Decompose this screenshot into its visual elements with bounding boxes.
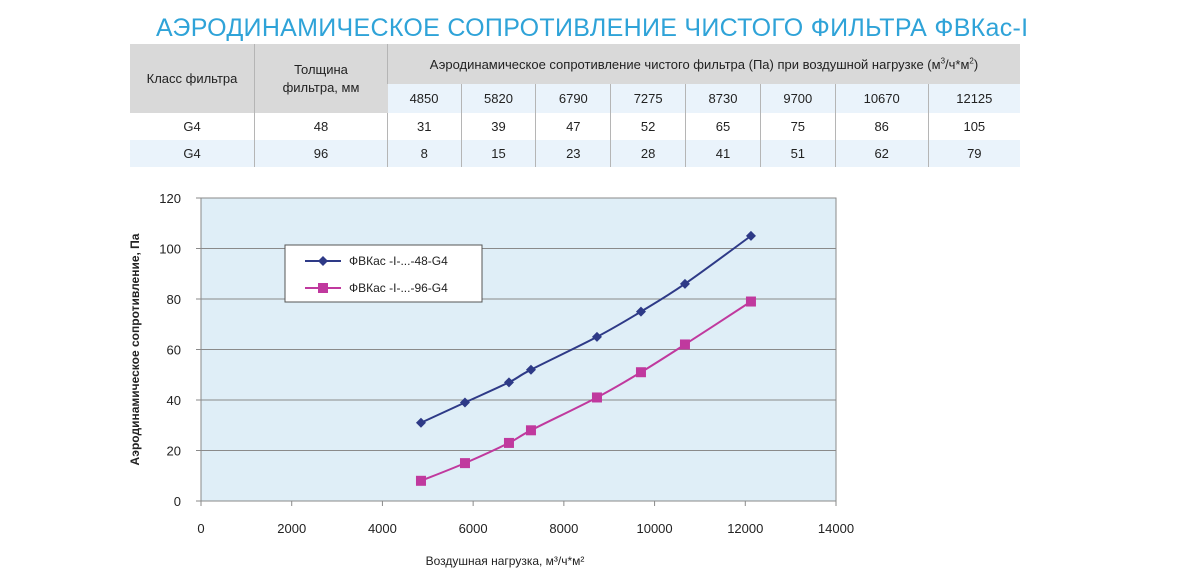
cell-value: 15 xyxy=(460,140,536,167)
cell-value: 39 xyxy=(460,113,536,140)
y-tick-label: 20 xyxy=(167,444,181,459)
cell-thickness: 48 xyxy=(254,113,388,140)
data-point-series-2 xyxy=(591,392,602,403)
header-thickness: Толщина фильтра, мм xyxy=(254,44,388,113)
y-tick-label: 120 xyxy=(159,191,181,206)
legend-label-2: ФВКас -I-...-96-G4 xyxy=(349,281,448,295)
data-point-series-1 xyxy=(635,306,646,317)
data-point-series-2 xyxy=(525,425,536,436)
y-tick-label: 60 xyxy=(167,343,181,358)
legend-label-1: ФВКас -I-...-48-G4 xyxy=(349,254,448,268)
data-point-series-2 xyxy=(459,458,470,469)
header-resistance-text: Аэродинамическое сопротивление чистого ф… xyxy=(429,56,979,72)
cell-class: G4 xyxy=(130,113,255,140)
legend-marker-1 xyxy=(318,256,328,266)
load-header-7275: 7275 xyxy=(610,84,686,113)
header-resistance: Аэродинамическое сопротивление чистого ф… xyxy=(387,44,1020,84)
x-tick-label: 4000 xyxy=(368,521,397,536)
data-point-series-2 xyxy=(745,296,756,307)
load-header-8730: 8730 xyxy=(685,84,761,113)
cell-thickness: 96 xyxy=(254,140,388,167)
data-point-series-1 xyxy=(679,278,690,289)
data-point-series-2 xyxy=(635,367,646,378)
table-row: G4 48 31 39 47 52 65 75 86 105 xyxy=(130,113,1020,140)
data-point-series-1 xyxy=(503,377,514,388)
cell-value: 8 xyxy=(387,140,462,167)
load-header-10670: 10670 xyxy=(834,84,929,113)
resistance-chart: 0 20 40 60 80 100 120 0 2000 4000 6000 8000 10000 120… xyxy=(128,191,854,568)
load-header-5820: 5820 xyxy=(460,84,536,113)
x-tick-label: 14000 xyxy=(818,521,854,536)
cell-value: 86 xyxy=(834,113,929,140)
cell-value: 79 xyxy=(927,140,1020,167)
cell-value: 65 xyxy=(685,113,761,140)
cell-value: 31 xyxy=(387,113,462,140)
load-header-12125: 12125 xyxy=(927,84,1020,113)
resistance-table: Класс фильтра Толщина фильтра, мм Аэроди… xyxy=(130,44,1020,167)
data-point-series-1 xyxy=(459,397,470,408)
y-tick-label: 100 xyxy=(159,242,181,257)
x-tick-label: 8000 xyxy=(549,521,578,536)
legend-marker-2 xyxy=(318,283,328,293)
x-tick-label: 12000 xyxy=(727,521,763,536)
data-point-series-2 xyxy=(503,437,514,448)
x-axis-title: Воздушная нагрузка, м³/ч*м² xyxy=(426,554,585,568)
cell-value: 47 xyxy=(535,113,611,140)
y-tick-label: 40 xyxy=(167,393,181,408)
table-row: G4 96 8 15 23 28 41 51 62 79 xyxy=(130,140,1020,167)
x-tick-label: 10000 xyxy=(636,521,672,536)
load-header-6790: 6790 xyxy=(535,84,611,113)
cell-value: 28 xyxy=(610,140,686,167)
x-tick-label: 0 xyxy=(197,521,204,536)
y-axis-title: Аэродинамическое сопротивление, Па xyxy=(128,233,142,465)
y-tick-label: 80 xyxy=(167,292,181,307)
x-tick-label: 2000 xyxy=(277,521,306,536)
legend-box xyxy=(284,244,483,303)
data-point-series-1 xyxy=(591,331,602,342)
cell-value: 41 xyxy=(685,140,761,167)
page-title: АЭРОДИНАМИЧЕСКОЕ СОПРОТИВЛЕНИЕ ЧИСТОГО Ф… xyxy=(156,14,1029,42)
cell-class: G4 xyxy=(130,140,255,167)
header-filter-class: Класс фильтра xyxy=(130,44,255,113)
cell-value: 62 xyxy=(834,140,929,167)
load-header-9700: 9700 xyxy=(759,84,836,113)
y-tick-label: 0 xyxy=(174,494,181,509)
cell-value: 23 xyxy=(535,140,611,167)
data-point-series-2 xyxy=(415,475,426,486)
cell-value: 105 xyxy=(927,113,1020,140)
cell-value: 52 xyxy=(610,113,686,140)
table-loads-row: 4850 5820 6790 7275 8730 9700 10670 12125 xyxy=(130,84,1020,113)
load-header-4850: 4850 xyxy=(387,84,462,113)
table-header-row: Класс фильтра Толщина фильтра, мм Аэроди… xyxy=(130,44,1020,113)
data-point-series-2 xyxy=(679,339,690,350)
data-point-series-1 xyxy=(415,417,426,428)
cell-value: 75 xyxy=(759,113,836,140)
data-point-series-1 xyxy=(745,230,756,241)
x-tick-label: 6000 xyxy=(459,521,488,536)
data-point-series-1 xyxy=(525,364,536,375)
cell-value: 51 xyxy=(759,140,836,167)
